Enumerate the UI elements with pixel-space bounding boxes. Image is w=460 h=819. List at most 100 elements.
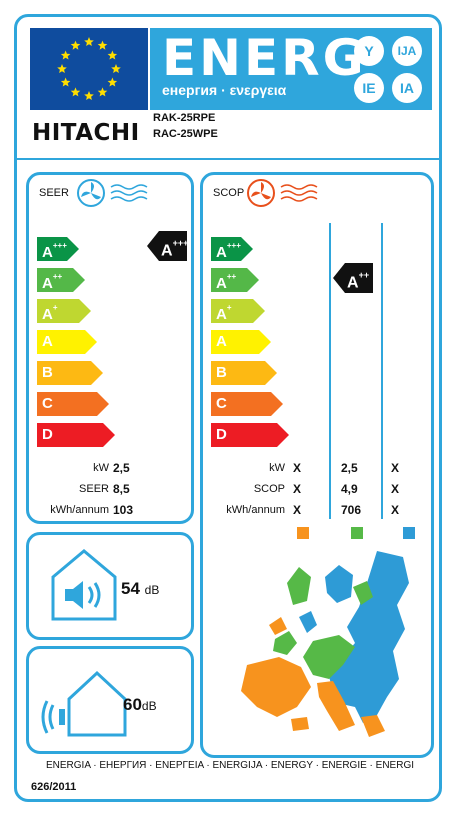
- lang-code-ija: IJA: [392, 36, 422, 66]
- seer-scale-letter: A: [42, 275, 53, 292]
- seer-scale-arrow: A+: [37, 299, 91, 323]
- seer-label: SEER: [39, 187, 69, 199]
- seer-scale-letter: C: [42, 395, 53, 412]
- scop-scale-letter: A: [216, 306, 227, 323]
- scop-scale-arrow: B: [211, 361, 277, 385]
- scop-column-divider-2: [381, 223, 383, 519]
- eu-star-icon: [60, 77, 71, 87]
- scop-column-divider-1: [329, 223, 331, 519]
- lang-code-ia: IA: [392, 73, 422, 103]
- brand-logo: HITACHI: [32, 120, 140, 146]
- lang-code-ie: IE: [354, 73, 384, 103]
- eu-star-icon: [107, 50, 118, 60]
- seer-scale-letter: A: [42, 244, 53, 261]
- seer-row-label: kWh/annum: [50, 504, 109, 516]
- eu-star-icon: [84, 91, 94, 100]
- heating-fan-icon: [247, 179, 318, 207]
- scop-class-badge: A++: [333, 263, 373, 293]
- scop-row-col2: 4,9: [341, 482, 358, 496]
- scop-scale-plus: ++: [226, 272, 237, 281]
- zone-swatch-average: [351, 527, 363, 539]
- outdoor-noise-value: 60dB: [123, 695, 157, 715]
- footer-languages: ENERGIA · ЕНЕРГИЯ · ΕΝΕΡΓΕΙΑ · ENERGIJA …: [46, 760, 414, 771]
- scop-row-col2: 2,5: [341, 461, 358, 475]
- eu-star-icon: [97, 40, 108, 50]
- eu-star-icon: [60, 50, 71, 60]
- scop-scale-letter: D: [216, 426, 227, 443]
- indoor-noise-value: 54 dB: [121, 579, 159, 599]
- outdoor-noise-panel: 60dB: [26, 646, 194, 754]
- seer-scale-arrow: B: [37, 361, 103, 385]
- indoor-noise-panel: 54 dB: [26, 532, 194, 640]
- regulation-number: 626/2011: [31, 781, 77, 793]
- outdoor-unit-speaker-icon: [41, 670, 127, 737]
- seer-scale-arrow: A: [37, 330, 97, 354]
- scop-scale-arrow: C: [211, 392, 283, 416]
- zone-swatch-warmer: [297, 527, 309, 539]
- scop-row-label: SCOP: [253, 483, 285, 495]
- energy-title: ENERG: [162, 29, 367, 87]
- scop-row-col2: 706: [341, 503, 362, 517]
- seer-badge-letter: A: [161, 242, 173, 260]
- scop-row-col3: X: [391, 482, 400, 496]
- zone-swatch-colder: [403, 527, 415, 539]
- model-outdoor: RAC-25WPE: [153, 128, 218, 140]
- scop-row-col1: X: [293, 482, 302, 496]
- eu-star-icon: [84, 37, 94, 46]
- scop-scale-letter: A: [216, 275, 227, 292]
- scop-scale-letter: A: [216, 244, 227, 261]
- scop-scale-arrow: A++: [211, 268, 259, 292]
- eu-star-icon: [70, 87, 81, 97]
- seer-row-value: 8,5: [113, 482, 130, 496]
- seer-panel: SEER A+++ A++ A+ A B C D A+++ kW 2,5 SEER 8,5 kWh/…: [26, 172, 194, 524]
- scop-row-label: kWh/annum: [226, 504, 285, 516]
- seer-row-label: kW: [93, 462, 109, 474]
- seer-row-value: 103: [113, 503, 134, 517]
- indoor-unit-speaker-icon: [51, 549, 117, 621]
- europe-climate-map: [241, 551, 409, 737]
- scop-scale-letter: B: [216, 364, 227, 381]
- outdoor-noise-number: 60: [123, 695, 142, 714]
- eu-star-icon: [111, 64, 121, 73]
- seer-scale-plus: ++: [52, 272, 63, 281]
- eu-star-icon: [107, 77, 118, 87]
- seer-scale-letter: B: [42, 364, 53, 381]
- scop-row-col1: X: [293, 503, 302, 517]
- indoor-noise-number: 54: [121, 579, 140, 598]
- model-indoor: RAK-25RPE: [153, 112, 216, 124]
- seer-scale-arrow: A+++: [37, 237, 79, 261]
- scop-row-col1: X: [293, 461, 302, 475]
- seer-scale-plus: +++: [52, 241, 67, 250]
- eu-star-icon: [70, 40, 81, 50]
- seer-row-value: 2,5: [113, 461, 130, 475]
- scop-label: SCOP: [213, 187, 245, 199]
- seer-scale-letter: A: [42, 333, 53, 350]
- seer-scale-letter: A: [42, 306, 53, 323]
- seer-class-badge: A+++: [147, 231, 187, 261]
- scop-scale-letter: C: [216, 395, 227, 412]
- scop-row-col3: X: [391, 503, 400, 517]
- lang-code-y: Y: [354, 36, 384, 66]
- seer-row-label: SEER: [79, 483, 109, 495]
- energy-header: ENERG енергия · ενεργεια Y IJA IE IA: [150, 28, 432, 110]
- indoor-noise-unit: dB: [144, 583, 160, 597]
- scop-scale-arrow: A+: [211, 299, 265, 323]
- energy-subtitle: енергия · ενεργεια: [162, 82, 287, 98]
- eu-star-icon: [97, 87, 108, 97]
- outdoor-noise-unit: dB: [141, 699, 157, 713]
- scop-scale-letter: A: [216, 333, 227, 350]
- seer-scale-plus: +: [52, 303, 58, 312]
- scop-badge-plus: ++: [358, 270, 370, 280]
- header-divider: [14, 158, 442, 160]
- seer-scale-letter: D: [42, 426, 53, 443]
- scop-row-col3: X: [391, 461, 400, 475]
- scop-scale-plus: +: [226, 303, 232, 312]
- scop-scale-arrow: A: [211, 330, 271, 354]
- cooling-fan-icon: [77, 179, 148, 207]
- eu-star-icon: [57, 64, 67, 73]
- seer-scale-arrow: D: [37, 423, 115, 447]
- eu-flag: [30, 28, 148, 110]
- eu-stars-icon: [57, 37, 121, 100]
- scop-scale-arrow: A+++: [211, 237, 253, 261]
